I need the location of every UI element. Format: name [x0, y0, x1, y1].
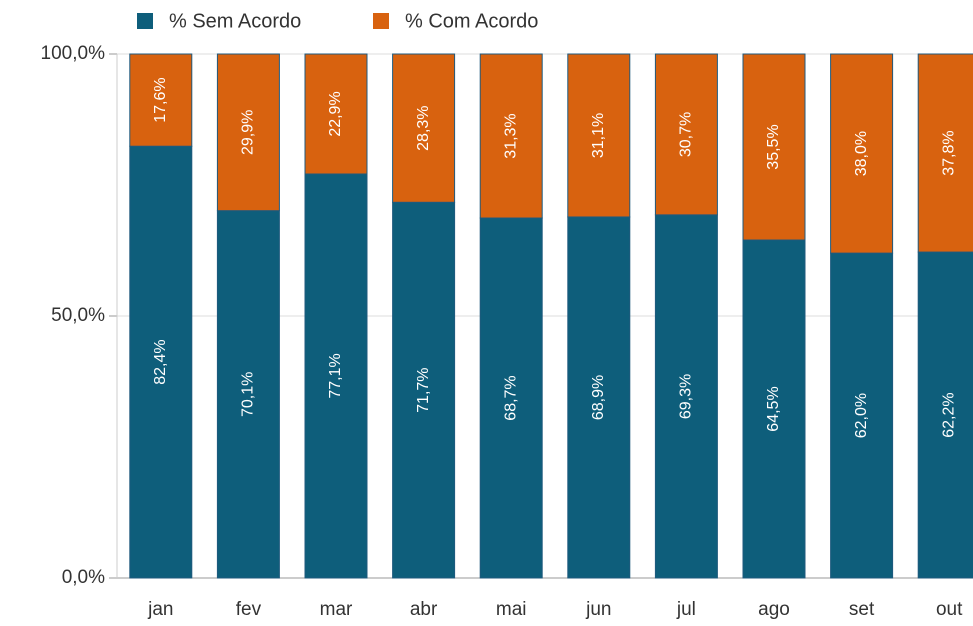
data-label: 64,5% — [765, 386, 782, 431]
x-tick-label: jan — [147, 599, 173, 620]
bar-segment — [216, 53, 280, 212]
bar-segment — [479, 53, 543, 219]
bar-segment — [742, 239, 806, 579]
data-label: 69,3% — [678, 374, 695, 419]
data-label: 70,1% — [240, 372, 257, 417]
x-tick-label: mai — [496, 599, 527, 620]
x-tick-label: jun — [585, 599, 611, 620]
bar-segment — [654, 53, 718, 216]
bar-segment — [917, 53, 973, 253]
legend-swatch — [137, 13, 153, 29]
data-label: 28,3% — [415, 105, 432, 150]
data-label: 62,2% — [940, 392, 957, 437]
data-label: 71,7% — [415, 367, 432, 412]
data-label: 31,3% — [502, 113, 519, 158]
x-tick-label: set — [849, 599, 875, 620]
bar-segment — [830, 53, 894, 254]
data-label: 68,9% — [590, 375, 607, 420]
data-label: 22,9% — [327, 91, 344, 136]
legend-swatch — [373, 13, 389, 29]
bar-segment — [479, 217, 543, 579]
bar-segment — [567, 216, 631, 579]
data-label: 31,1% — [590, 113, 607, 158]
data-label: 17,6% — [152, 77, 169, 122]
x-tick-label: ago — [758, 599, 790, 620]
bar-segment — [129, 145, 193, 579]
bar-segment — [917, 251, 973, 579]
bar-segment — [216, 210, 280, 579]
bar-segment — [392, 53, 456, 203]
bar-segment — [830, 252, 894, 579]
data-label: 30,7% — [678, 112, 695, 157]
bar-segment — [742, 53, 806, 241]
data-label: 68,7% — [502, 375, 519, 420]
bar-segment — [567, 53, 631, 218]
y-tick-label: 0,0% — [62, 567, 105, 588]
data-label: 62,0% — [853, 393, 870, 438]
bar-segment — [304, 173, 368, 579]
y-tick-label: 50,0% — [51, 305, 105, 326]
bar-segment — [304, 53, 368, 175]
y-tick-label: 100,0% — [41, 43, 106, 64]
data-label: 35,5% — [765, 124, 782, 169]
data-label: 29,9% — [240, 110, 257, 155]
x-tick-label: abr — [410, 599, 438, 620]
x-tick-label: mar — [320, 599, 353, 620]
legend-label: % Sem Acordo — [169, 10, 301, 32]
bar-segment — [129, 53, 193, 147]
data-label: 37,8% — [940, 130, 957, 175]
data-label: 82,4% — [152, 339, 169, 384]
data-label: 38,0% — [853, 131, 870, 176]
x-tick-label: out — [936, 599, 963, 620]
data-label: 77,1% — [327, 353, 344, 398]
bar-segment — [654, 214, 718, 579]
x-tick-label: jul — [676, 599, 696, 620]
bar-segment — [392, 201, 456, 579]
legend-label: % Com Acordo — [405, 10, 538, 32]
x-tick-label: fev — [236, 599, 262, 620]
